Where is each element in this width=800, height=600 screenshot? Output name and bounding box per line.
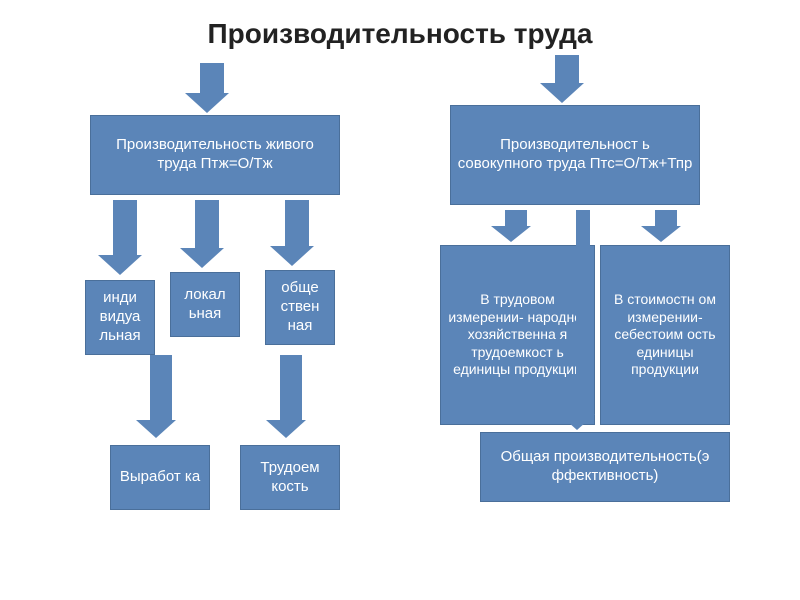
arrow-aggregate-overall bbox=[570, 210, 595, 430]
node-local: локал ьная bbox=[170, 272, 240, 337]
arrow-title-living bbox=[195, 63, 229, 113]
arrow-title-aggregate bbox=[550, 55, 584, 103]
arrow-aggregate-laborcost bbox=[500, 210, 531, 242]
node-individual: инди видуа льная bbox=[85, 280, 155, 355]
page-title: Производительность труда bbox=[0, 18, 800, 50]
node-social: обще ствен ная bbox=[265, 270, 335, 345]
node-valuecost: В стоимостн ом измерении- себестоим ость… bbox=[600, 245, 730, 425]
arrow-aggregate-valuecost bbox=[650, 210, 681, 242]
arrow-living-local bbox=[190, 200, 224, 268]
arrow-social-labor bbox=[275, 355, 306, 438]
node-laborintensity: Трудоем кость bbox=[240, 445, 340, 510]
arrow-local-output bbox=[145, 355, 176, 438]
node-output: Выработ ка bbox=[110, 445, 210, 510]
node-living: Производительность живого труда Птж=О/Тж bbox=[90, 115, 340, 195]
arrow-living-indiv bbox=[108, 200, 142, 275]
node-aggregate: Производительност ь совокупного труда Пт… bbox=[450, 105, 700, 205]
node-overall: Общая производительность(э ффективность) bbox=[480, 432, 730, 502]
arrow-living-social bbox=[280, 200, 314, 266]
